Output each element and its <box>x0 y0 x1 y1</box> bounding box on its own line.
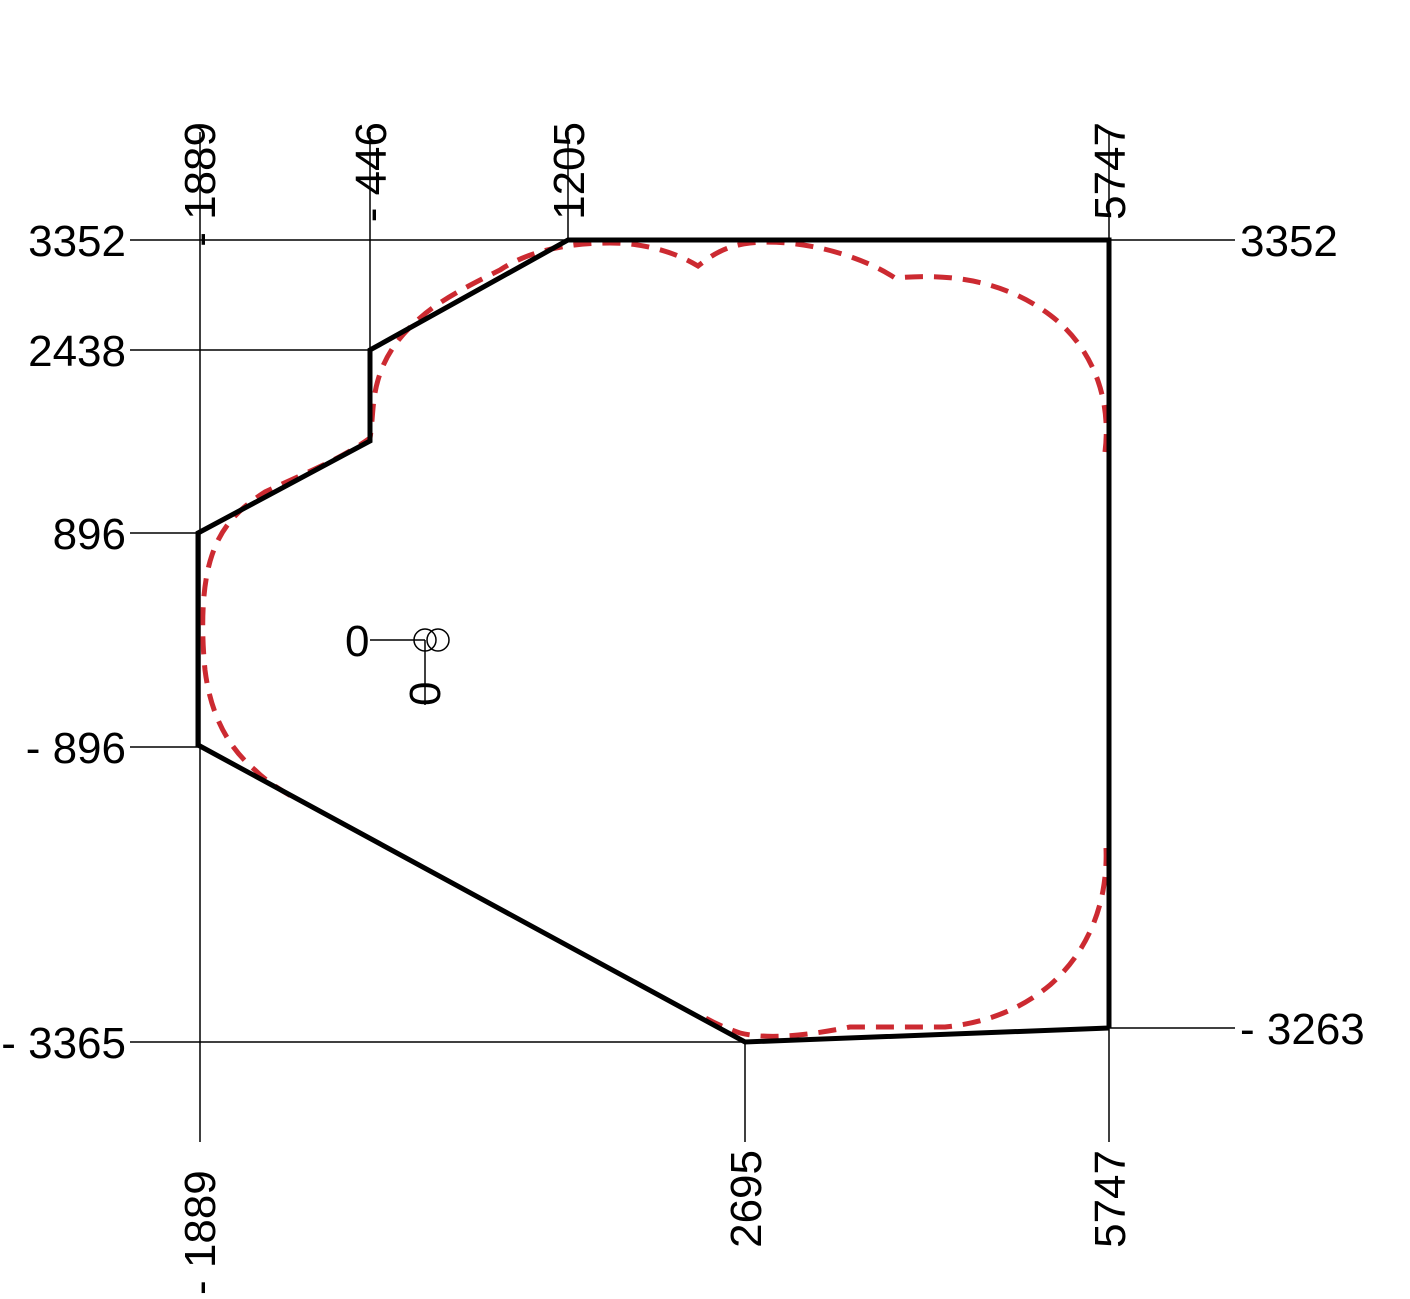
bottom-label-2695: 2695 <box>722 1150 771 1248</box>
clearance-envelope-curve <box>200 239 1109 800</box>
horizontal-guides <box>130 239 1235 1043</box>
left-label-3352: 3352 <box>28 217 126 266</box>
top-label-5747: 5747 <box>1086 122 1135 220</box>
origin-y-label: 0 <box>401 682 450 706</box>
contour-outline <box>195 237 1112 1045</box>
origin-x-label: 0 <box>345 617 369 666</box>
left-labels: 3352 2438 896 - 896 - 3365 <box>1 217 126 1068</box>
clearance-envelope-bottom-curve <box>700 847 1109 1039</box>
origin-marker: 0 0 <box>345 617 450 706</box>
right-label-neg3263: - 3263 <box>1240 1005 1365 1054</box>
top-label-1205: 1205 <box>545 122 594 220</box>
origin-circle-2 <box>426 628 450 652</box>
left-label-neg3365: - 3365 <box>1 1019 126 1068</box>
bottom-label-neg1889: - 1889 <box>176 1170 225 1294</box>
left-label-neg896: - 896 <box>26 724 126 773</box>
bottom-label-5747: 5747 <box>1086 1150 1135 1248</box>
bottom-labels: - 1889 2695 5747 <box>176 1150 1135 1295</box>
left-label-2438: 2438 <box>28 327 126 376</box>
right-label-3352: 3352 <box>1240 217 1338 266</box>
top-label-neg446: - 446 <box>347 122 396 222</box>
top-labels: - 1889 - 446 1205 5747 <box>176 122 1135 247</box>
left-label-896: 896 <box>53 510 126 559</box>
right-labels: 3352 - 3263 <box>1240 217 1365 1054</box>
top-label-neg1889: - 1889 <box>176 122 225 247</box>
origin-circle-1 <box>413 628 437 652</box>
